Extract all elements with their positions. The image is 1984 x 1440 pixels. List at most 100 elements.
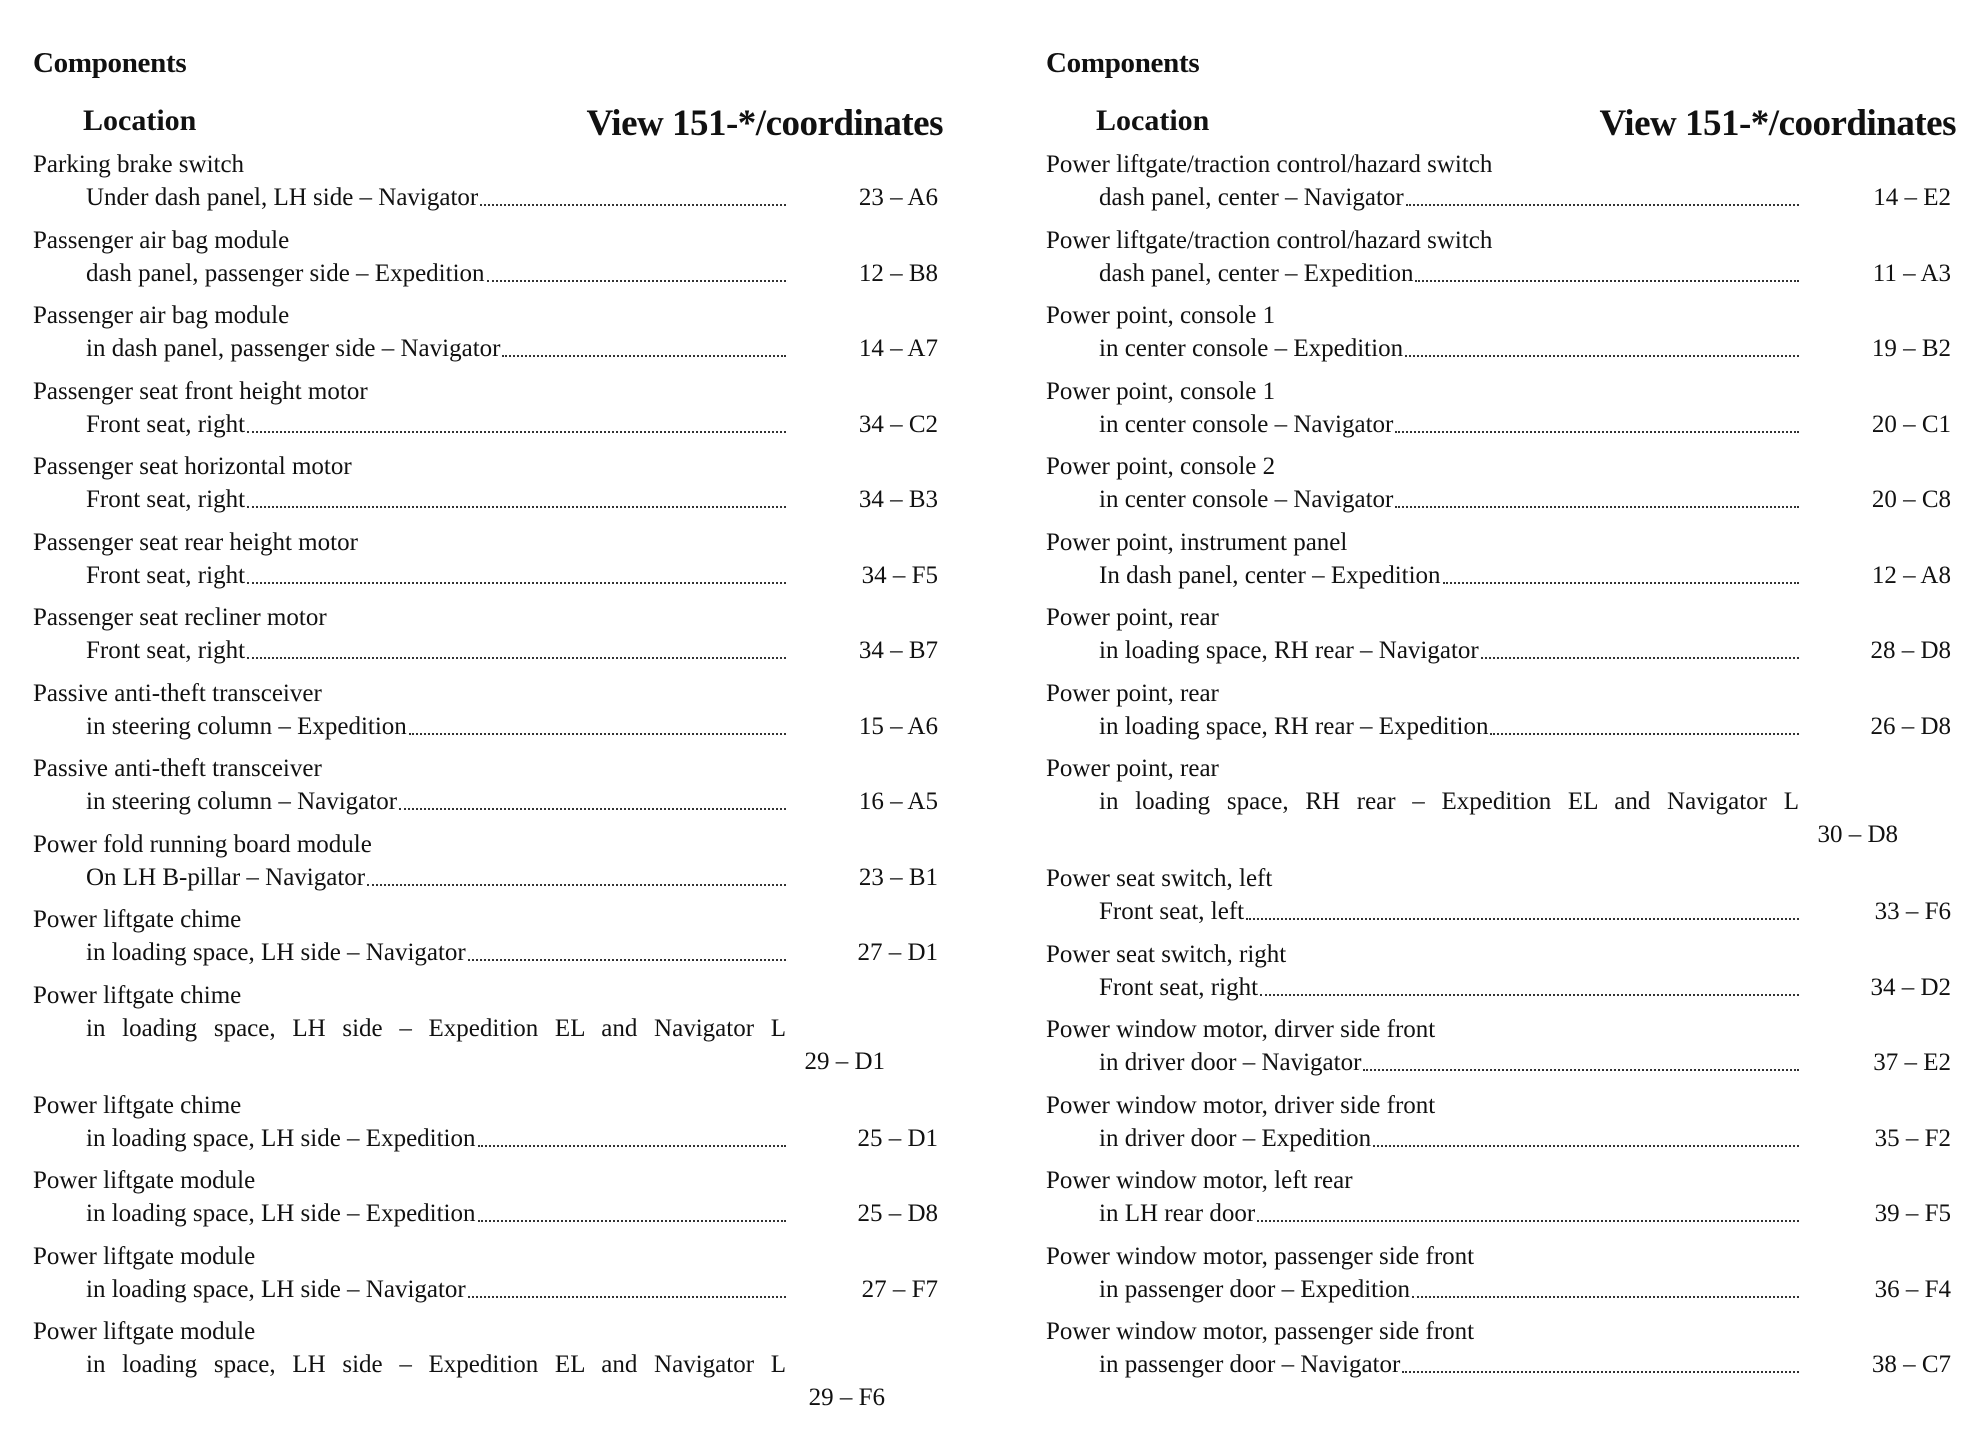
location-text: in loading space, RH rear – Navigator (1099, 637, 1479, 664)
location-line: in driver door – Expedition 35 – F2 (1046, 1122, 1956, 1155)
location-text: Front seat, right (86, 561, 246, 589)
view-coordinates: 34 – C2 (858, 410, 938, 438)
component-entry: Power window motor, driver side front in … (1046, 1089, 1956, 1165)
dot-leader (1395, 430, 1799, 433)
location-column-header: Location (83, 104, 197, 137)
component-entry: Power liftgate module in loading space, L… (33, 1240, 943, 1316)
component-entry: Power point, rear in loading space, RH re… (1046, 601, 1956, 677)
location-line: in loading space, LH side – Expedition 25… (33, 1122, 943, 1155)
location-line: Front seat, right 34 – F5 (33, 559, 943, 592)
view-coordinates: 34 – F5 (861, 561, 938, 589)
location-with-leader: in loading space, LH side – Expedition (86, 1122, 788, 1155)
location-with-leader: in driver door – Navigator (1099, 1046, 1801, 1079)
dot-leader (477, 1144, 786, 1147)
location-text: in loading space, RH rear – Expedition (1099, 712, 1489, 740)
component-name: Power window motor, dirver side front (1046, 1016, 1436, 1043)
view-coordinates: 28 – D8 (1870, 637, 1951, 664)
location-column-header: Location (1096, 104, 1210, 137)
component-name: Passenger seat rear height motor (33, 528, 358, 556)
dot-leader (1257, 1219, 1799, 1222)
component-entry: Passive anti-theft transceiver in steerin… (33, 677, 943, 753)
view-coordinates: 15 – A6 (858, 712, 938, 740)
location-text: in center console – Navigator (1099, 486, 1394, 513)
location-line: in center console – Navigator 20 – C1 (1046, 408, 1956, 441)
view-coordinates: 12 – A8 (1871, 561, 1951, 589)
component-name: Power liftgate/traction control/hazard s… (1046, 151, 1493, 178)
location-with-leader: in passenger door – Navigator (1099, 1348, 1801, 1381)
dot-leader (1405, 354, 1799, 357)
component-entry: Passenger air bag module dash panel, pass… (33, 224, 943, 300)
location-with-leader: Under dash panel, LH side – Navigator (86, 181, 788, 214)
view-coordinates: 27 – D1 (857, 939, 938, 966)
component-entry: Power seat switch, left Front seat, left 3… (1046, 862, 1956, 938)
component-entry: Power window motor, passenger side front… (1046, 1315, 1956, 1391)
component-entry: Power seat switch, right Front seat, righ… (1046, 938, 1956, 1014)
location-with-leader: in loading space, LH side – Navigator (86, 1273, 788, 1306)
component-entry: Passenger seat rear height motor Front se… (33, 526, 943, 602)
location-with-leader: Front seat, right (1099, 971, 1801, 1004)
component-entry: Power liftgate chime in loading space, LH… (33, 903, 943, 979)
location-text: Front seat, left (1099, 898, 1245, 925)
location-text: in loading space, RH rear – Expedition E… (1099, 788, 1799, 815)
component-entry: Power point, rear in loading space, RH re… (1046, 677, 1956, 753)
location-with-leader: On LH B-pillar – Navigator (86, 861, 788, 894)
location-line: in loading space, LH side – Expedition 25… (33, 1197, 943, 1230)
component-entry: Parking brake switch Under dash panel, LH… (33, 148, 943, 224)
location-text: in loading space, LH side – Navigator (86, 939, 466, 966)
location-line: Front seat, right 34 – C2 (33, 408, 943, 441)
location-with-leader: Front seat, left (1099, 895, 1801, 928)
location-with-leader: in loading space, RH rear – Expedition (1099, 710, 1801, 743)
view-coordinates: 27 – F7 (861, 1275, 938, 1303)
leader-line: 29 – F6 (33, 1381, 943, 1414)
component-name: Power point, rear (1046, 755, 1219, 782)
view-coordinates: 30 – D8 (1817, 821, 1898, 848)
component-name: Passive anti-theft transceiver (33, 679, 322, 707)
location-with-leader: in loading space, RH rear – Navigator (1099, 634, 1801, 667)
location-with-leader: in passenger door – Expedition (1099, 1273, 1801, 1306)
location-with-leader: In dash panel, center – Expedition (1099, 559, 1801, 592)
location-line: in loading space, LH side – Navigator 27 … (33, 1273, 943, 1306)
location-line: in passenger door – Expedition 36 – F4 (1046, 1273, 1956, 1306)
component-name: Power window motor, passenger side front (1046, 1242, 1475, 1270)
section-title: Components (1046, 47, 1200, 79)
location-line: In dash panel, center – Expedition 12 – A… (1046, 559, 1956, 592)
dot-leader (1412, 1295, 1799, 1298)
dot-leader (247, 581, 786, 584)
component-name: Passenger air bag module (33, 226, 290, 254)
leader-wrap (1046, 818, 1748, 851)
location-with-leader: Front seat, right (86, 483, 788, 516)
dot-leader (247, 505, 786, 508)
location-text: dash panel, passenger side – Expedition (86, 259, 485, 287)
component-name: Power window motor, driver side front (1046, 1091, 1436, 1119)
view-coordinates: 38 – C7 (1871, 1351, 1951, 1378)
location-line: in passenger door – Navigator 38 – C7 (1046, 1348, 1956, 1381)
location-text: in steering column – Expedition (86, 712, 407, 740)
location-text: in passenger door – Expedition (1099, 1275, 1411, 1303)
location-line: dash panel, center – Expedition 11 – A3 (1046, 257, 1956, 290)
location-text: Front seat, right (86, 486, 246, 513)
location-text: in steering column – Navigator (86, 788, 398, 815)
dot-leader (1395, 505, 1799, 508)
dot-leader (502, 354, 786, 357)
location-text: in loading space, LH side – Expedition (86, 1200, 476, 1227)
location-text: in loading space, LH side – Expedition E… (86, 1014, 786, 1042)
view-coordinates: 20 – C8 (1871, 486, 1951, 513)
location-line: Front seat, right 34 – B7 (33, 634, 943, 667)
dot-leader (399, 807, 786, 810)
location-text: in dash panel, passenger side – Navigato… (86, 335, 501, 362)
location-with-leader: in steering column – Navigator (86, 785, 788, 818)
dot-leader (367, 883, 786, 886)
location-text: in loading space, LH side – Expedition E… (86, 1351, 786, 1378)
location-line: in loading space, RH rear – Navigator 28 … (1046, 634, 1956, 667)
dot-leader (1373, 1144, 1799, 1147)
component-name: Power point, console 1 (1046, 377, 1276, 405)
component-entry: Power fold running board module On LH B-p… (33, 828, 943, 904)
location-line: Front seat, left 33 – F6 (1046, 895, 1956, 928)
component-name: Power point, rear (1046, 604, 1219, 631)
dot-leader (1415, 279, 1799, 282)
location-with-leader: in dash panel, passenger side – Navigato… (86, 332, 788, 365)
component-name: Power liftgate/traction control/hazard s… (1046, 226, 1493, 254)
dot-leader (477, 1219, 786, 1222)
location-with-leader: Front seat, right (86, 408, 788, 441)
view-coordinates: 35 – F2 (1874, 1124, 1951, 1152)
